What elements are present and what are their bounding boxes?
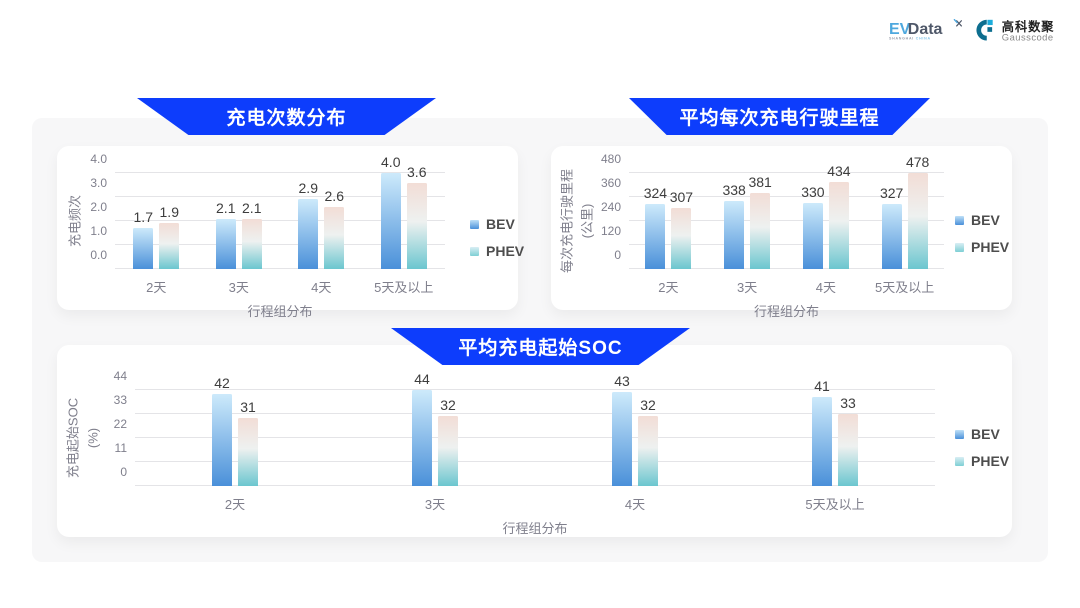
svg-text:SHANGHAI CHINA: SHANGHAI CHINA	[889, 37, 931, 41]
svg-text:Data: Data	[908, 21, 943, 38]
